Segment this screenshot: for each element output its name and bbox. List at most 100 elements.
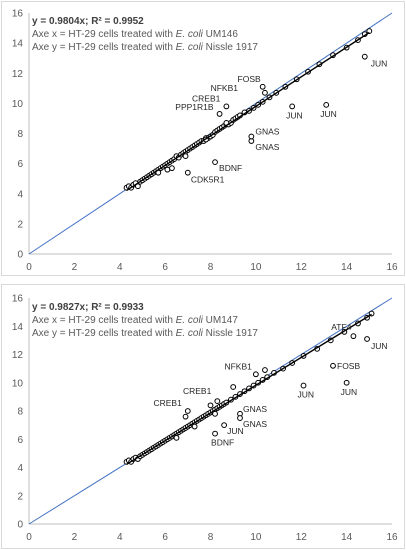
x-tick-label: 14 bbox=[341, 262, 353, 273]
gene-label: BDNF bbox=[219, 163, 242, 173]
y-tick-label: 0 bbox=[17, 520, 23, 531]
data-point bbox=[323, 101, 330, 108]
x-tick-label: 14 bbox=[341, 532, 353, 543]
x-axis-note-prefix: Axe x = HT-29 cells treated with bbox=[32, 29, 176, 40]
data-point bbox=[212, 410, 218, 417]
data-point bbox=[252, 371, 259, 378]
x-axis-note-italic: E. coli bbox=[176, 29, 204, 40]
y-tick-label: 2 bbox=[17, 491, 23, 502]
x-tick-label: 4 bbox=[117, 262, 123, 273]
y-axis-note-italic: E. coli bbox=[176, 42, 204, 53]
gene-label: GNAS bbox=[255, 142, 279, 152]
plot-area: 0 2 4 6 8 10 12 14 16 0 2 4 6 8 10 12 14 16 NFKB1 ATF4 JUN FO… bbox=[12, 294, 398, 544]
data-point bbox=[221, 422, 228, 429]
x-axis-note-suffix: UM147 bbox=[203, 315, 238, 326]
x-tick-label: 2 bbox=[72, 532, 78, 543]
gene-label: GNAS bbox=[243, 419, 267, 429]
y-tick-label: 2 bbox=[17, 219, 23, 230]
x-tick-label: 10 bbox=[250, 262, 262, 273]
y-tick-label: 8 bbox=[17, 407, 23, 418]
data-point bbox=[364, 336, 370, 342]
y-axis-note: Axe y = HT-29 cells treated with E. coli… bbox=[32, 328, 258, 339]
data-point bbox=[173, 434, 180, 441]
trendline bbox=[126, 313, 372, 465]
gene-label: JUN bbox=[286, 110, 303, 120]
x-axis-note-italic: E. coli bbox=[176, 315, 204, 326]
y-tick-label: 16 bbox=[12, 294, 24, 305]
data-point bbox=[184, 408, 191, 414]
scatter-chart-um146: y = 0.9804x; R² = 0.9952 Axe x = HT-29 c… bbox=[1, 1, 405, 276]
gene-label: CREB1 bbox=[183, 386, 212, 396]
gene-label: CREB1 bbox=[192, 93, 221, 103]
gene-label: JUN bbox=[341, 387, 358, 397]
gene-label: FOSB bbox=[238, 74, 261, 84]
y-tick-label: 12 bbox=[12, 350, 24, 361]
x-tick-label: 8 bbox=[208, 532, 214, 543]
data-point bbox=[300, 382, 307, 389]
data-point bbox=[182, 153, 189, 159]
y-tick-label: 14 bbox=[12, 322, 24, 333]
x-tick-label: 2 bbox=[72, 262, 78, 273]
data-point bbox=[366, 28, 373, 34]
gene-label: FOSB bbox=[337, 361, 360, 371]
y-tick-label: 8 bbox=[17, 129, 23, 140]
x-axis-note: Axe x = HT-29 cells treated with E. coli… bbox=[32, 315, 238, 326]
trendline bbox=[126, 31, 370, 192]
gene-label: NFKB1 bbox=[211, 83, 239, 93]
data-point bbox=[343, 379, 350, 386]
x-tick-label: 0 bbox=[26, 262, 32, 273]
y-tick-label: 0 bbox=[17, 250, 23, 261]
x-tick-label: 4 bbox=[117, 532, 123, 543]
y-tick-label: 6 bbox=[17, 435, 23, 446]
data-point bbox=[230, 384, 237, 390]
gene-label: CDK5R1 bbox=[191, 175, 225, 185]
x-axis-note: Axe x = HT-29 cells treated with E. coli… bbox=[32, 29, 238, 40]
data-point bbox=[212, 159, 218, 166]
x-tick-label: 6 bbox=[162, 532, 168, 543]
y-axis-note-suffix: Nissle 1917 bbox=[203, 328, 258, 339]
gene-label: GNAS bbox=[243, 404, 267, 414]
y-tick-label: 12 bbox=[12, 69, 24, 80]
x-axis-note-prefix: Axe x = HT-29 cells treated with bbox=[32, 315, 176, 326]
data-point bbox=[223, 103, 230, 110]
x-tick-label: 12 bbox=[296, 532, 308, 543]
gene-label: ATF4 bbox=[331, 322, 351, 332]
gene-label: JUN bbox=[371, 59, 388, 69]
gene-label: BDNF bbox=[211, 438, 234, 448]
data-point bbox=[214, 398, 221, 405]
data-point bbox=[182, 413, 189, 420]
y-axis-note-prefix: Axe y = HT-29 cells treated with bbox=[32, 328, 176, 339]
y-tick-label: 4 bbox=[17, 189, 23, 200]
data-point bbox=[262, 367, 268, 373]
y-axis-note-italic: E. coli bbox=[176, 328, 204, 339]
data-point bbox=[248, 133, 255, 140]
y-tick-label: 10 bbox=[12, 99, 24, 110]
x-tick-label: 8 bbox=[208, 262, 214, 273]
data-point bbox=[289, 103, 296, 110]
data-point bbox=[164, 166, 171, 173]
y-axis-note: Axe y = HT-29 cells treated with E. coli… bbox=[32, 42, 258, 53]
gene-label: PPP1R1B bbox=[175, 102, 214, 112]
data-point bbox=[212, 430, 218, 437]
data-point bbox=[184, 169, 191, 176]
y-tick-label: 10 bbox=[12, 378, 24, 389]
data-point bbox=[216, 111, 223, 117]
x-tick-label: 12 bbox=[296, 262, 308, 273]
x-tick-label: 10 bbox=[250, 532, 262, 543]
data-point bbox=[262, 89, 268, 96]
gene-label: JUN bbox=[371, 341, 388, 351]
gene-label: JUN bbox=[298, 390, 315, 400]
y-tick-label: 4 bbox=[17, 463, 23, 474]
equation-label: y = 0.9827x; R² = 0.9933 bbox=[32, 302, 144, 313]
data-point bbox=[350, 333, 357, 340]
data-point bbox=[330, 362, 336, 369]
y-tick-label: 16 bbox=[12, 9, 24, 20]
y-axis-note-suffix: Nissle 1917 bbox=[203, 42, 258, 53]
y-tick-label: 6 bbox=[17, 159, 23, 170]
gene-label: NFKB1 bbox=[224, 361, 252, 371]
y-axis-note-prefix: Axe y = HT-29 cells treated with bbox=[32, 42, 176, 53]
data-point bbox=[259, 83, 266, 90]
equation-label: y = 0.9804x; R² = 0.9952 bbox=[32, 16, 144, 27]
